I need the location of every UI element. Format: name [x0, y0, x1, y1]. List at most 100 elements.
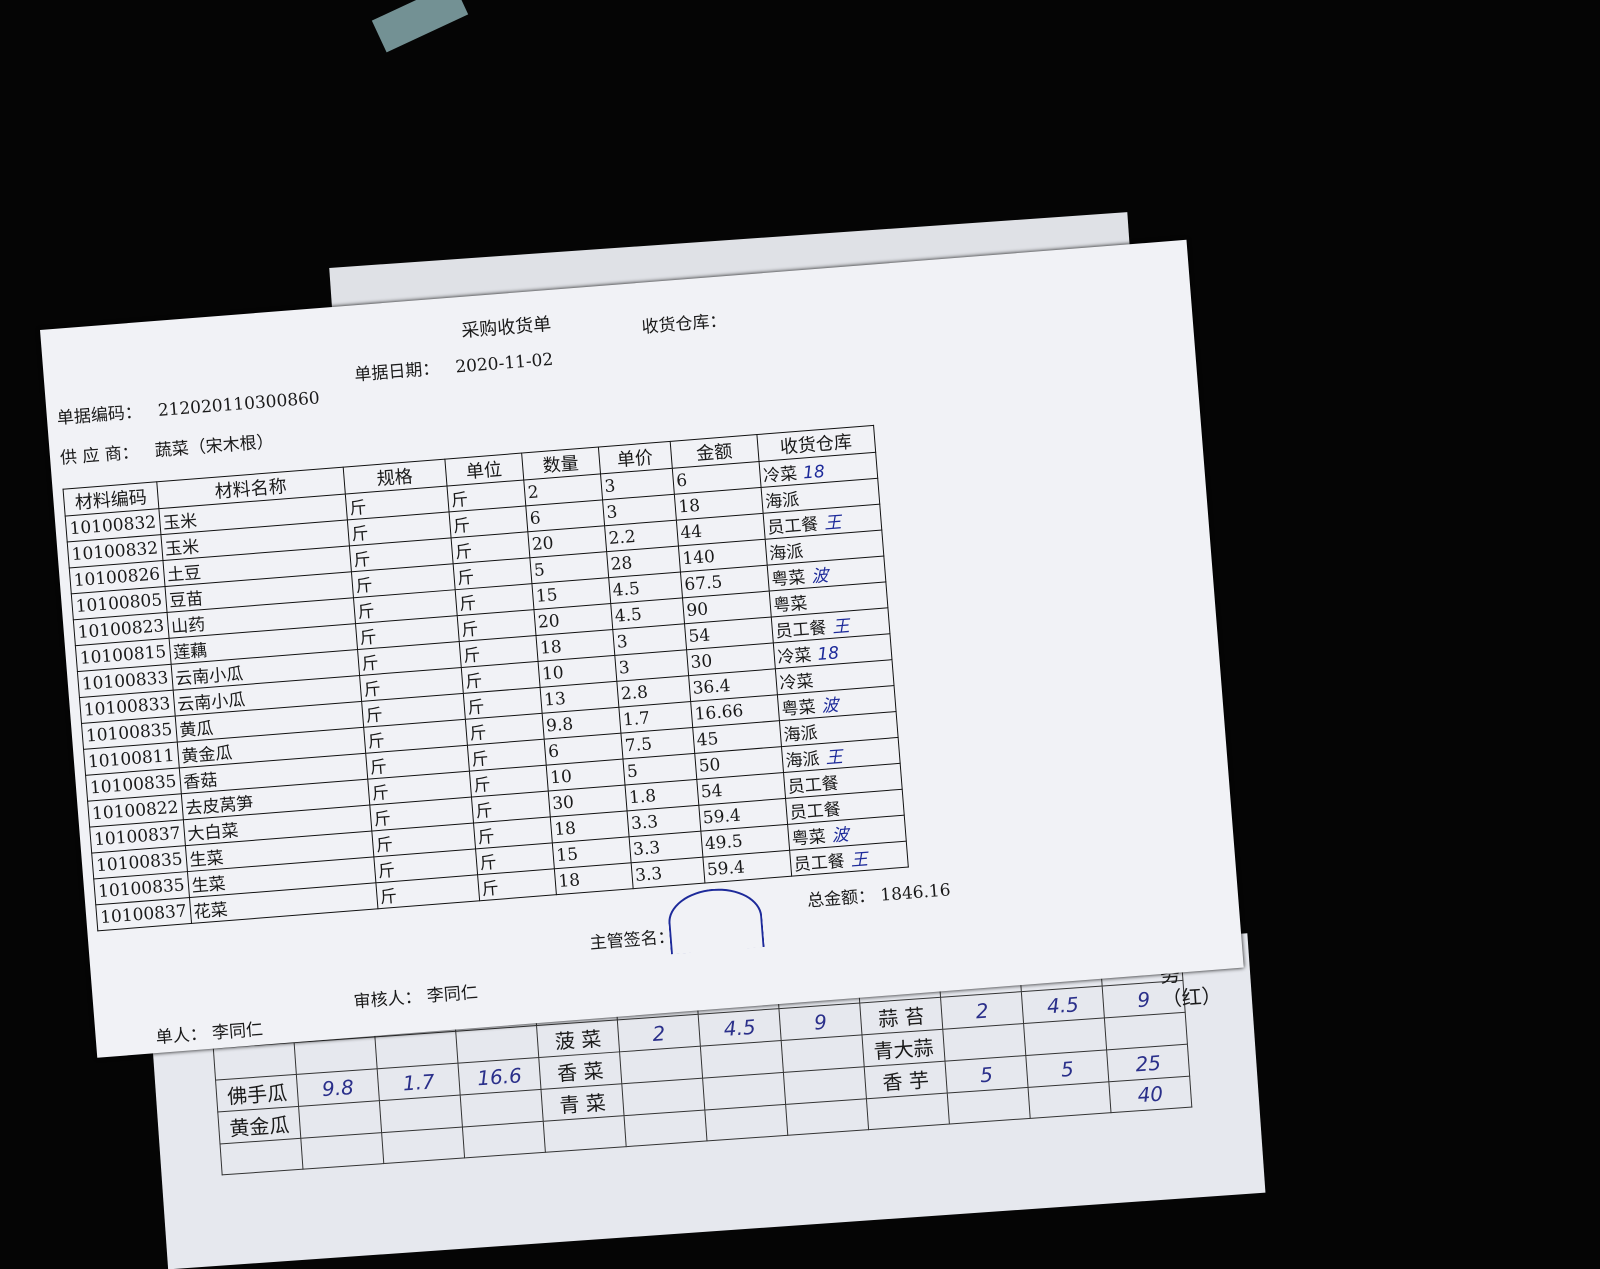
- spec-value: 斤: [371, 783, 390, 805]
- wh-value: 海派: [764, 489, 800, 513]
- underlying-cell: [300, 1132, 384, 1170]
- underlying-cell: [866, 1093, 950, 1130]
- unit-value: 斤: [472, 775, 492, 797]
- spec-value: 斤: [369, 757, 388, 779]
- name-value: 香菇: [182, 770, 219, 794]
- qty-value: 5: [533, 559, 546, 581]
- code-value: 10100835: [89, 771, 178, 798]
- handwritten-mark: 波: [810, 565, 830, 588]
- unit-value: 斤: [476, 826, 496, 849]
- handwritten-mark: [819, 671, 821, 691]
- price-value: 3.3: [632, 837, 661, 860]
- price-value: 1.8: [628, 785, 657, 808]
- handwritten-mark: [844, 773, 846, 793]
- wh-value: 冷菜: [778, 671, 815, 695]
- spec-value: 斤: [373, 809, 392, 831]
- code-value: 10100833: [81, 667, 169, 695]
- unit-value: 斤: [456, 567, 476, 589]
- doc-no-label: 单据编码：: [56, 402, 143, 429]
- supplier: 蔬菜（宋木根）: [154, 432, 275, 462]
- qty-value: 6: [547, 741, 560, 762]
- spec-value: 斤: [377, 860, 396, 883]
- handwritten-mark: [813, 593, 815, 613]
- qty-value: 15: [555, 843, 579, 866]
- handwritten-mark: 王: [823, 512, 842, 535]
- tape-fragment: [371, 0, 469, 53]
- name-value: 玉米: [162, 511, 198, 534]
- qty-value: 2: [527, 481, 540, 503]
- amount-value: 6: [675, 470, 688, 492]
- total-field: 总金额： 1846.16: [806, 875, 951, 911]
- spec-value: 斤: [358, 627, 378, 649]
- unit-value: 斤: [479, 852, 498, 875]
- amount-value: 140: [681, 546, 716, 569]
- name-value: 黄瓜: [178, 718, 215, 742]
- unit-value: 斤: [468, 723, 488, 745]
- doc-no-field: 单据编码： 212020110300860: [56, 383, 321, 429]
- wh-value: 员工餐: [789, 799, 842, 824]
- spec-value: 斤: [350, 523, 370, 546]
- code-value: 10100805: [75, 589, 163, 617]
- spec-value: 斤: [365, 705, 384, 727]
- supervisor-label: 主管签名：: [589, 927, 676, 954]
- underlying-cell: [785, 1098, 869, 1136]
- wh-value: 员工餐: [766, 514, 819, 539]
- wh-value: 冷菜: [762, 464, 798, 487]
- underlying-cell: [381, 1126, 465, 1164]
- handwritten-mark: 18: [816, 643, 840, 665]
- form-title: 采购收货单: [460, 313, 552, 342]
- supervisor-signature: [666, 885, 765, 955]
- name-value: 花菜: [192, 900, 229, 923]
- doc-no: 212020110300860: [157, 388, 321, 421]
- name-value: 豆苗: [168, 589, 204, 612]
- reviewer: 李同仁: [426, 982, 479, 1007]
- qty-value: 20: [531, 532, 555, 555]
- maker-field: 单人： 李同仁: [155, 1015, 264, 1048]
- qty-value: 20: [537, 610, 561, 633]
- cell-price: 3.3: [630, 857, 705, 889]
- price-value: 3: [618, 657, 631, 679]
- unit-value: 斤: [462, 645, 482, 667]
- name-value: 莲藕: [172, 640, 209, 664]
- amount-value: 59.4: [706, 856, 746, 880]
- underlying-cell: 40: [1108, 1076, 1192, 1113]
- date: 2020-11-02: [454, 349, 554, 378]
- name-value: 黄金瓜: [180, 743, 234, 768]
- code-value: 10100822: [91, 797, 180, 824]
- amount-value: 18: [677, 495, 701, 517]
- amount-value: 90: [685, 598, 709, 621]
- wh-value: 冷菜: [776, 645, 813, 669]
- price-value: 4.5: [613, 604, 643, 627]
- underlying-cell: [947, 1087, 1031, 1125]
- unit-value: 斤: [470, 749, 490, 771]
- code-value: 10100811: [87, 745, 176, 773]
- total-label: 总金额：: [806, 886, 876, 912]
- supplier-label: 供 应 商：: [59, 442, 140, 469]
- amount-value: 45: [695, 728, 720, 751]
- spec-value: 斤: [375, 834, 394, 857]
- spec-value: 斤: [356, 601, 376, 623]
- spec-value: 斤: [361, 653, 380, 675]
- amount-value: 50: [697, 754, 722, 777]
- price-value: 3: [603, 475, 617, 497]
- qty-value: 30: [551, 792, 575, 814]
- amount-value: 67.5: [683, 571, 724, 595]
- handwritten-mark: 王: [849, 849, 869, 871]
- price-value: 7.5: [624, 733, 653, 756]
- wh-value: 粤菜: [772, 593, 809, 617]
- handwritten-mark: [846, 799, 848, 819]
- underlying-cell: [220, 1138, 303, 1175]
- cell-amount: 59.4: [702, 850, 792, 884]
- qty-value: 18: [539, 636, 563, 659]
- spec-value: 斤: [352, 549, 372, 572]
- name-value: 玉米: [164, 537, 200, 560]
- handwritten-mark: [804, 490, 806, 510]
- amount-value: 16.66: [693, 700, 745, 725]
- wh-value: 员工餐: [774, 618, 828, 643]
- spec-value: 斤: [348, 497, 368, 520]
- unit-value: 斤: [481, 878, 500, 901]
- date-label: 单据日期：: [353, 358, 441, 386]
- wh-value: 粤菜: [780, 697, 817, 720]
- code-value: 10100837: [99, 900, 188, 928]
- price-value: 3.3: [634, 863, 663, 886]
